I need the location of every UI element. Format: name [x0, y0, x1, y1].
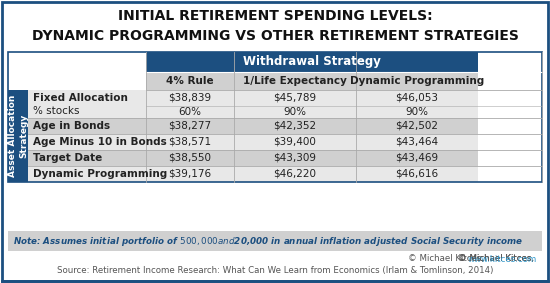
Bar [8, 90, 28, 182]
Bar [356, 72, 478, 90]
Bar [8, 231, 542, 251]
Bar [356, 90, 478, 106]
Text: © Michael Kitces,: © Michael Kitces, [458, 254, 537, 263]
Bar [356, 166, 478, 182]
Bar [234, 90, 356, 106]
Text: $46,616: $46,616 [395, 169, 438, 179]
Text: $43,469: $43,469 [395, 153, 438, 163]
Bar [146, 166, 234, 182]
Bar [356, 134, 478, 150]
Bar [28, 166, 146, 182]
Text: Asset Allocation
Strategy: Asset Allocation Strategy [8, 95, 29, 177]
Text: INITIAL RETIREMENT SPENDING LEVELS:: INITIAL RETIREMENT SPENDING LEVELS: [118, 9, 432, 23]
Bar [234, 134, 356, 150]
Text: Source: Retirement Income Research: What Can We Learn from Economics (Irlam & To: Source: Retirement Income Research: What… [57, 267, 493, 275]
Bar [234, 150, 356, 166]
Text: © Michael Kitces,: © Michael Kitces, [408, 254, 487, 263]
Text: Dynamic Programming: Dynamic Programming [33, 169, 167, 179]
Text: $38,571: $38,571 [168, 137, 212, 147]
Text: 1/Life Expectancy: 1/Life Expectancy [243, 76, 347, 86]
Bar [28, 150, 146, 166]
Bar [146, 52, 478, 72]
Text: 4% Rule: 4% Rule [166, 76, 214, 86]
Bar [146, 134, 234, 150]
Text: $43,464: $43,464 [395, 137, 438, 147]
Bar [28, 118, 146, 134]
Bar [234, 106, 356, 118]
Text: Fixed Allocation: Fixed Allocation [33, 93, 128, 103]
Text: www.kitces.com: www.kitces.com [468, 254, 537, 263]
Bar [356, 150, 478, 166]
Text: 90%: 90% [405, 107, 428, 117]
Text: $42,502: $42,502 [395, 121, 438, 131]
Bar [146, 106, 234, 118]
Text: Age Minus 10 in Bonds: Age Minus 10 in Bonds [33, 137, 167, 147]
Text: © Michael Kitces,: © Michael Kitces, [458, 254, 537, 263]
Bar [356, 106, 478, 118]
Text: Age in Bonds: Age in Bonds [33, 121, 110, 131]
Text: $38,839: $38,839 [168, 93, 212, 103]
Text: Withdrawal Strategy: Withdrawal Strategy [243, 55, 381, 68]
Bar [146, 90, 234, 106]
Text: Target Date: Target Date [33, 153, 102, 163]
Bar [356, 118, 478, 134]
Text: $39,176: $39,176 [168, 169, 212, 179]
Bar [146, 150, 234, 166]
Bar [28, 134, 146, 150]
Bar [28, 90, 146, 106]
Bar [234, 118, 356, 134]
Text: $39,400: $39,400 [273, 137, 316, 147]
Bar [8, 52, 146, 90]
Text: DYNAMIC PROGRAMMING VS OTHER RETIREMENT STRATEGIES: DYNAMIC PROGRAMMING VS OTHER RETIREMENT … [31, 29, 519, 43]
Bar [28, 106, 146, 118]
Bar [146, 72, 234, 90]
Text: 90%: 90% [283, 107, 306, 117]
Text: % stocks: % stocks [33, 106, 80, 116]
Text: $38,550: $38,550 [168, 153, 212, 163]
Text: $46,220: $46,220 [273, 169, 316, 179]
Text: $46,053: $46,053 [395, 93, 438, 103]
Bar [146, 118, 234, 134]
Text: $42,352: $42,352 [273, 121, 317, 131]
Text: $43,309: $43,309 [273, 153, 316, 163]
Bar [234, 166, 356, 182]
Text: $38,277: $38,277 [168, 121, 212, 131]
Bar [234, 72, 356, 90]
Text: Note: Assumes initial portfolio of $500,000 and $20,000 in annual inflation adju: Note: Assumes initial portfolio of $500,… [13, 235, 524, 248]
Bar [8, 52, 542, 182]
Text: $45,789: $45,789 [273, 93, 317, 103]
Text: Dynamic Programming: Dynamic Programming [350, 76, 484, 86]
Text: 60%: 60% [179, 107, 201, 117]
